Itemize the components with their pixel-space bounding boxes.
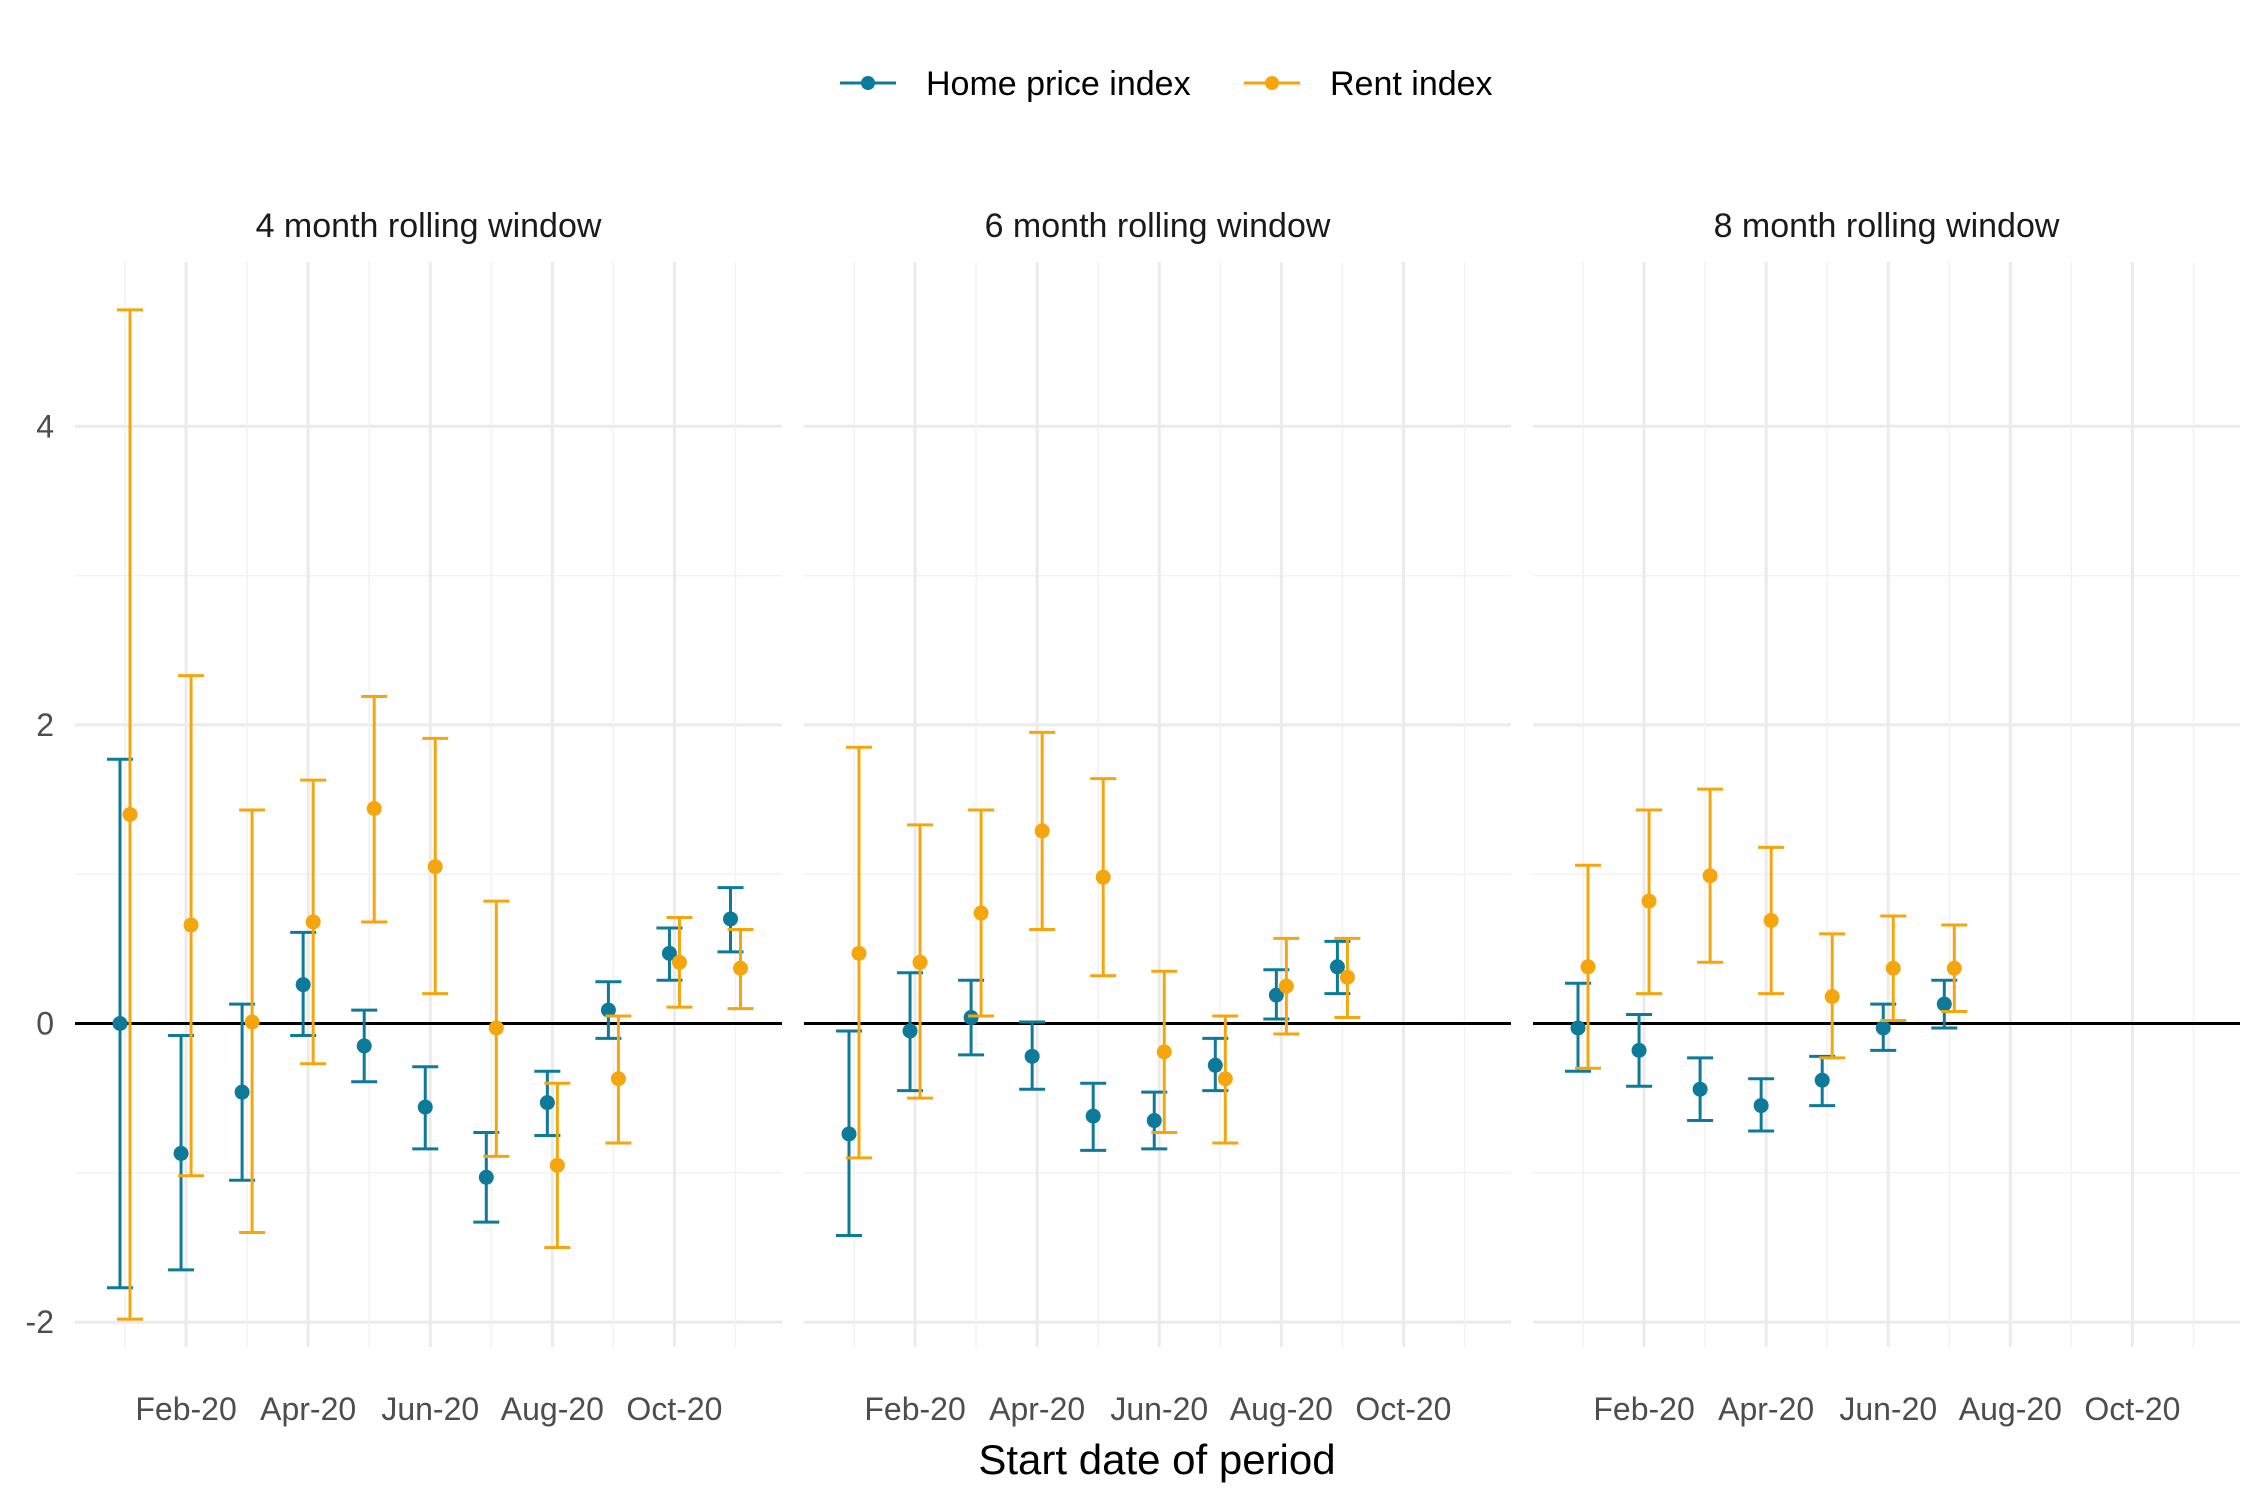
data-point (912, 954, 928, 970)
data-point (1095, 869, 1111, 885)
data-point (1875, 1020, 1891, 1036)
x-tick-label: Oct-20 (1355, 1391, 1451, 1427)
y-tick-label: 2 (36, 707, 54, 743)
data-point (1946, 960, 1962, 976)
data-point (549, 1157, 565, 1173)
data-point (1641, 893, 1657, 909)
data-point (305, 914, 321, 930)
data-point (366, 801, 382, 817)
y-tick-label: 4 (36, 408, 54, 444)
legend-label-home: Home price index (926, 65, 1191, 103)
data-point (1824, 989, 1840, 1005)
x-tick-label: Aug-20 (501, 1391, 604, 1427)
data-point (173, 1145, 189, 1161)
data-point (1207, 1057, 1223, 1073)
x-axis-title: Start date of period (978, 1436, 1335, 1483)
series-home (1565, 978, 1958, 1133)
facet-panels: 4 month rolling window Feb-20 Apr-20 Jun-20… (75, 207, 2240, 1427)
x-tick-label: Aug-20 (1230, 1391, 1333, 1427)
data-point (1339, 969, 1355, 985)
data-point (1217, 1071, 1233, 1087)
data-point (1156, 1044, 1172, 1060)
x-tick-label: Oct-20 (626, 1391, 722, 1427)
data-point (1580, 959, 1596, 975)
data-point (671, 954, 687, 970)
data-point (356, 1038, 372, 1054)
data-point (1329, 959, 1345, 975)
panel-title: 4 month rolling window (256, 207, 602, 245)
data-point (539, 1095, 555, 1111)
data-point (902, 1023, 918, 1039)
data-point (427, 859, 443, 875)
data-point (1085, 1108, 1101, 1124)
panel-title: 6 month rolling window (985, 207, 1331, 245)
data-point (1024, 1048, 1040, 1064)
y-tick-label: 0 (36, 1006, 54, 1042)
facet-panel-1: 4 month rolling window Feb-20 Apr-20 Jun-20… (75, 207, 782, 1427)
data-point (1034, 823, 1050, 839)
data-point (1268, 987, 1284, 1003)
data-point (244, 1014, 260, 1030)
data-point (1753, 1098, 1769, 1114)
data-point (1814, 1072, 1830, 1088)
x-tick-label: Jun-20 (381, 1391, 479, 1427)
series-rent (1575, 787, 1968, 1070)
x-tick-label: Aug-20 (1959, 1391, 2062, 1427)
x-tick-label: Feb-20 (135, 1391, 236, 1427)
series-rent (117, 308, 754, 1321)
x-tick-label: Oct-20 (2084, 1391, 2180, 1427)
data-point (1885, 960, 1901, 976)
facet-panel-3: 8 month rolling window Feb-20 Apr-20 Jun-20… (1533, 207, 2240, 1427)
x-tick-label: Feb-20 (1593, 1391, 1694, 1427)
data-point (417, 1099, 433, 1115)
data-point (112, 1016, 128, 1031)
data-point (1146, 1113, 1162, 1129)
data-point (841, 1126, 857, 1142)
data-point (1278, 978, 1294, 994)
x-tick-label: Feb-20 (864, 1391, 965, 1427)
data-point (122, 806, 138, 822)
x-tick-label: Jun-20 (1839, 1391, 1937, 1427)
x-tick-label: Apr-20 (1718, 1391, 1814, 1427)
data-point (610, 1071, 626, 1087)
data-point (1631, 1042, 1647, 1058)
data-point (488, 1020, 504, 1036)
y-tick-label: -2 (26, 1304, 54, 1340)
facet-panel-2: 6 month rolling window Feb-20 Apr-20 Jun-20… (804, 207, 1511, 1427)
panel-title: 8 month rolling window (1714, 207, 2060, 245)
x-tick-label: Apr-20 (989, 1391, 1085, 1427)
legend-key-dot-home (861, 76, 875, 90)
data-point (234, 1084, 250, 1100)
x-tick-label: Jun-20 (1110, 1391, 1208, 1427)
data-point (183, 917, 199, 933)
legend: Home price index Rent index (840, 65, 1493, 103)
data-point (600, 1002, 616, 1018)
legend-key-dot-rent (1265, 76, 1279, 90)
series-home (836, 939, 1351, 1238)
data-point (723, 911, 738, 927)
data-point (1763, 912, 1779, 928)
data-point (1692, 1081, 1708, 1097)
data-point (661, 945, 677, 961)
x-tick-label: Apr-20 (260, 1391, 356, 1427)
data-point (851, 945, 867, 961)
data-point (1702, 868, 1718, 884)
data-point (1936, 996, 1952, 1012)
data-point (733, 960, 748, 976)
data-point (295, 977, 311, 993)
data-point (1570, 1020, 1586, 1036)
legend-label-rent: Rent index (1330, 65, 1493, 103)
data-point (478, 1169, 494, 1185)
data-point (973, 905, 989, 921)
series-rent (846, 730, 1361, 1160)
y-axis: -2 0 2 4 (26, 408, 54, 1340)
